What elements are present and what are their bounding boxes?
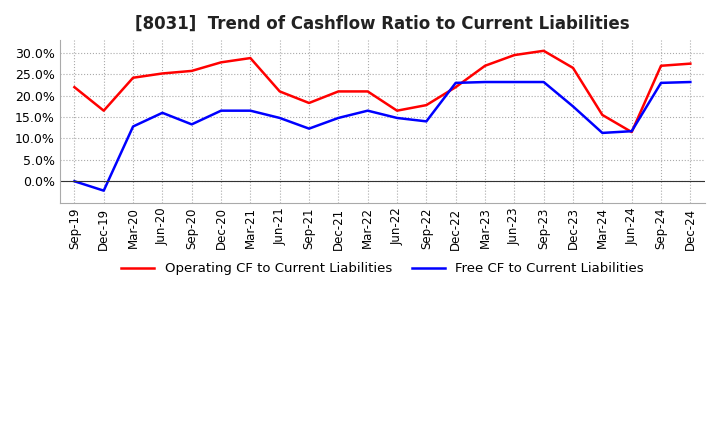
Free CF to Current Liabilities [246,108,255,114]
Operating CF to Current Liabilities [569,65,577,70]
Operating CF to Current Liabilities [657,63,665,68]
Free CF to Current Liabilities [539,79,548,84]
Operating CF to Current Liabilities [334,89,343,94]
Operating CF to Current Liabilities [481,63,490,68]
Free CF to Current Liabilities [129,124,138,129]
Operating CF to Current Liabilities [451,84,460,90]
Operating CF to Current Liabilities [686,61,695,66]
Free CF to Current Liabilities [510,79,518,84]
Free CF to Current Liabilities [334,115,343,121]
Free CF to Current Liabilities [598,130,607,136]
Operating CF to Current Liabilities [539,48,548,53]
Operating CF to Current Liabilities [217,60,225,65]
Title: [8031]  Trend of Cashflow Ratio to Current Liabilities: [8031] Trend of Cashflow Ratio to Curren… [135,15,630,33]
Free CF to Current Liabilities [627,128,636,134]
Free CF to Current Liabilities [99,188,108,193]
Free CF to Current Liabilities [364,108,372,114]
Free CF to Current Liabilities [158,110,167,115]
Free CF to Current Liabilities [451,80,460,85]
Free CF to Current Liabilities [305,126,313,131]
Free CF to Current Liabilities [481,79,490,84]
Free CF to Current Liabilities [569,104,577,109]
Free CF to Current Liabilities [70,179,78,184]
Legend: Operating CF to Current Liabilities, Free CF to Current Liabilities: Operating CF to Current Liabilities, Fre… [116,257,649,281]
Operating CF to Current Liabilities [627,129,636,135]
Operating CF to Current Liabilities [364,89,372,94]
Free CF to Current Liabilities [187,122,196,127]
Operating CF to Current Liabilities [70,84,78,90]
Free CF to Current Liabilities [392,115,401,121]
Operating CF to Current Liabilities [187,68,196,73]
Operating CF to Current Liabilities [510,52,518,58]
Operating CF to Current Liabilities [598,112,607,117]
Operating CF to Current Liabilities [158,71,167,76]
Operating CF to Current Liabilities [392,108,401,114]
Operating CF to Current Liabilities [422,103,431,108]
Operating CF to Current Liabilities [129,75,138,81]
Free CF to Current Liabilities [275,115,284,121]
Operating CF to Current Liabilities [275,89,284,94]
Operating CF to Current Liabilities [99,108,108,114]
Free CF to Current Liabilities [686,79,695,84]
Free CF to Current Liabilities [422,119,431,124]
Operating CF to Current Liabilities [246,55,255,61]
Line: Free CF to Current Liabilities: Free CF to Current Liabilities [74,82,690,191]
Operating CF to Current Liabilities [305,100,313,106]
Line: Operating CF to Current Liabilities: Operating CF to Current Liabilities [74,51,690,132]
Free CF to Current Liabilities [657,80,665,85]
Free CF to Current Liabilities [217,108,225,114]
